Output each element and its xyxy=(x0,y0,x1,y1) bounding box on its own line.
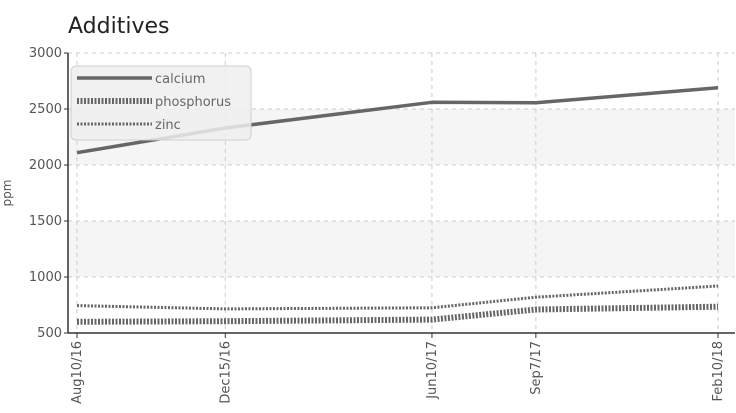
x-tick-label: Feb10/18 xyxy=(711,341,726,401)
y-tick-label: 500 xyxy=(37,326,62,341)
y-tick-label: 3000 xyxy=(29,46,62,61)
x-tick-labels: Aug10/16 Dec15/16 Jun10/17 Sep7/17 Feb10/18 xyxy=(70,341,726,404)
axes xyxy=(64,52,735,338)
x-tick-label: Aug10/16 xyxy=(70,341,85,404)
series-line-phosphorus xyxy=(76,303,719,325)
legend: calcium phosphorus zinc xyxy=(70,65,252,141)
y-axis-label: ppm xyxy=(0,180,14,207)
x-tick-label: Dec15/16 xyxy=(218,341,233,404)
y-tick-label: 2500 xyxy=(29,102,62,117)
chart-title: Additives xyxy=(68,14,169,39)
x-tick-label: Jun10/17 xyxy=(425,341,440,400)
legend-box xyxy=(70,65,252,141)
y-tick-labels: 500 1000 1500 2000 2500 3000 xyxy=(29,46,62,341)
y-tick-label: 2000 xyxy=(29,158,62,173)
legend-label-calcium: calcium xyxy=(155,72,205,87)
legend-label-phosphorus: phosphorus xyxy=(155,95,231,110)
y-tick-label: 1000 xyxy=(29,270,62,285)
series-line-zinc xyxy=(76,284,719,311)
legend-label-zinc: zinc xyxy=(155,118,181,133)
x-tick-label: Sep7/17 xyxy=(529,341,544,395)
background-band xyxy=(68,221,735,277)
y-tick-label: 1500 xyxy=(29,214,62,229)
